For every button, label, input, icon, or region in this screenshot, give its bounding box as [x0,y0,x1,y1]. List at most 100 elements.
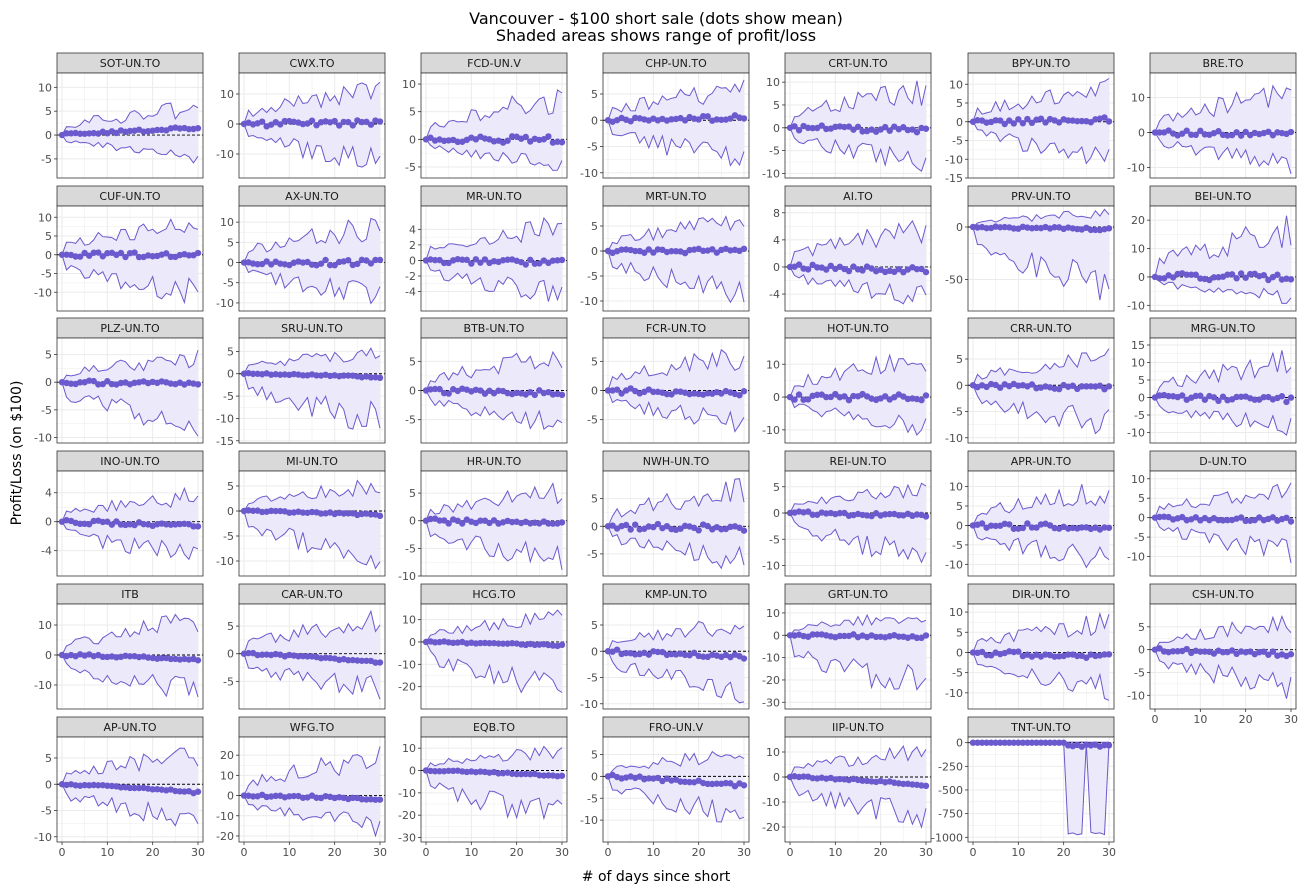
facet-panel: FCR-UN.TO -5 0 5 [587,317,750,444]
mean-dot [363,257,370,264]
mean-dot [836,775,844,783]
mean-dot [695,116,702,123]
y-tick-label: -5 [952,667,963,680]
y-tick-label: 10 [220,216,234,229]
mean-dot [254,261,261,268]
mean-dot [663,390,671,398]
mean-dot [718,526,725,533]
range-ribbon [244,746,380,836]
mean-dot [1233,129,1240,136]
mean-dot [1042,119,1049,126]
mean-dot [190,523,197,530]
mean-dot [700,112,707,120]
mean-dot [1101,114,1108,121]
max-line [972,348,1110,386]
facet-panel: D-UN.TO -10 -5 0 5 10 [1127,450,1297,577]
y-tick-label: 10 [949,78,963,91]
facet-panel: NWH-UN.TO -5 0 5 [587,450,750,577]
mean-dot [672,248,680,255]
mean-dot [345,657,352,664]
mean-dot [331,117,338,125]
min-line [607,526,745,570]
mean-dot [969,739,977,746]
mean-dot [354,657,361,664]
mean-dot [281,117,288,125]
y-tick-label: 5 [409,487,416,500]
min-line [243,123,381,168]
mean-dot [99,253,107,260]
mean-dot [997,739,1004,746]
mean-dot [459,520,466,527]
mean-dot [450,639,457,647]
mean-dot [194,657,202,664]
max-line [425,482,563,521]
mean-dot [376,374,384,382]
y-tick-label: 5 [956,353,963,366]
y-tick-label: 10 [1131,473,1145,486]
min-line [425,770,563,821]
y-tick-label: 0 [956,221,963,234]
mean-dot [194,381,202,388]
mean-dot [978,520,986,527]
facet-panel: HOT-UN.TO -10 0 10 [762,317,932,444]
min-line [425,260,563,302]
mean-dot [1024,115,1031,123]
mean-dot [1037,115,1045,122]
min-line [789,396,927,436]
mean-dot [1055,385,1063,393]
mean-dot [736,392,743,399]
facet-panel: PRV-UN.TO -50 0 [945,185,1115,312]
mean-dot [459,256,466,263]
mean-dot [727,780,734,787]
y-tick-label: 5 [1138,492,1145,505]
mean-dot [376,659,384,666]
facet-strip-label: CRT-UN.TO [828,57,888,70]
mean-dot [1265,276,1272,284]
mean-dot [240,259,248,266]
mean-dot [336,122,343,129]
y-tick-label: 5 [591,355,598,368]
mean-dot [983,224,990,232]
min-line [972,121,1110,165]
y-tick-label: -10 [216,810,234,823]
y-tick-label: 0 [773,629,780,642]
max-line [61,747,199,785]
y-tick-label: -20 [398,809,416,822]
mean-dot [804,396,812,403]
max-line [789,613,927,636]
facet-strip-label: BEI-UN.TO [1195,190,1252,203]
y-tick-label: 0 [45,649,52,662]
x-tick-label: 10 [1193,713,1207,726]
mean-dot [1237,270,1245,277]
mean-dot [313,122,320,129]
y-tick-label: -30 [398,832,416,845]
mean-dot [1165,127,1172,134]
facet-strip-label: MR-UN.TO [466,190,522,203]
facet-panel: CUF-UN.TO -10 -5 0 5 10 [34,185,204,312]
mean-dot [495,640,502,647]
mean-dot [477,259,484,266]
mean-dot [609,522,616,529]
mean-dot [922,513,930,520]
y-tick-label: 0 [956,737,963,750]
mean-dot [1037,739,1045,746]
mean-dot [326,261,334,269]
mean-dot [978,739,986,746]
facet-strip-label: IIP-UN.TO [832,721,884,734]
mean-dot [1033,224,1040,232]
mean-dot [90,249,97,256]
max-line [607,215,745,252]
y-tick-label: -750 [938,808,963,821]
y-tick-label: -10 [580,698,598,711]
facet-panel: KMP-UN.TO -10 -5 0 5 [580,583,750,711]
mean-dot [477,639,484,647]
mean-dot [918,265,925,273]
facet-panel: TNT-UN.TO -1000 -750 -500 -250 0 0 10 20 30 [931,716,1116,859]
mean-dot [1242,128,1249,136]
panel-border [967,603,1115,710]
mean-dot [1287,518,1295,525]
panel-border [602,470,750,577]
mean-dot [286,509,293,516]
min-line [61,382,199,437]
mean-dot [622,649,630,657]
